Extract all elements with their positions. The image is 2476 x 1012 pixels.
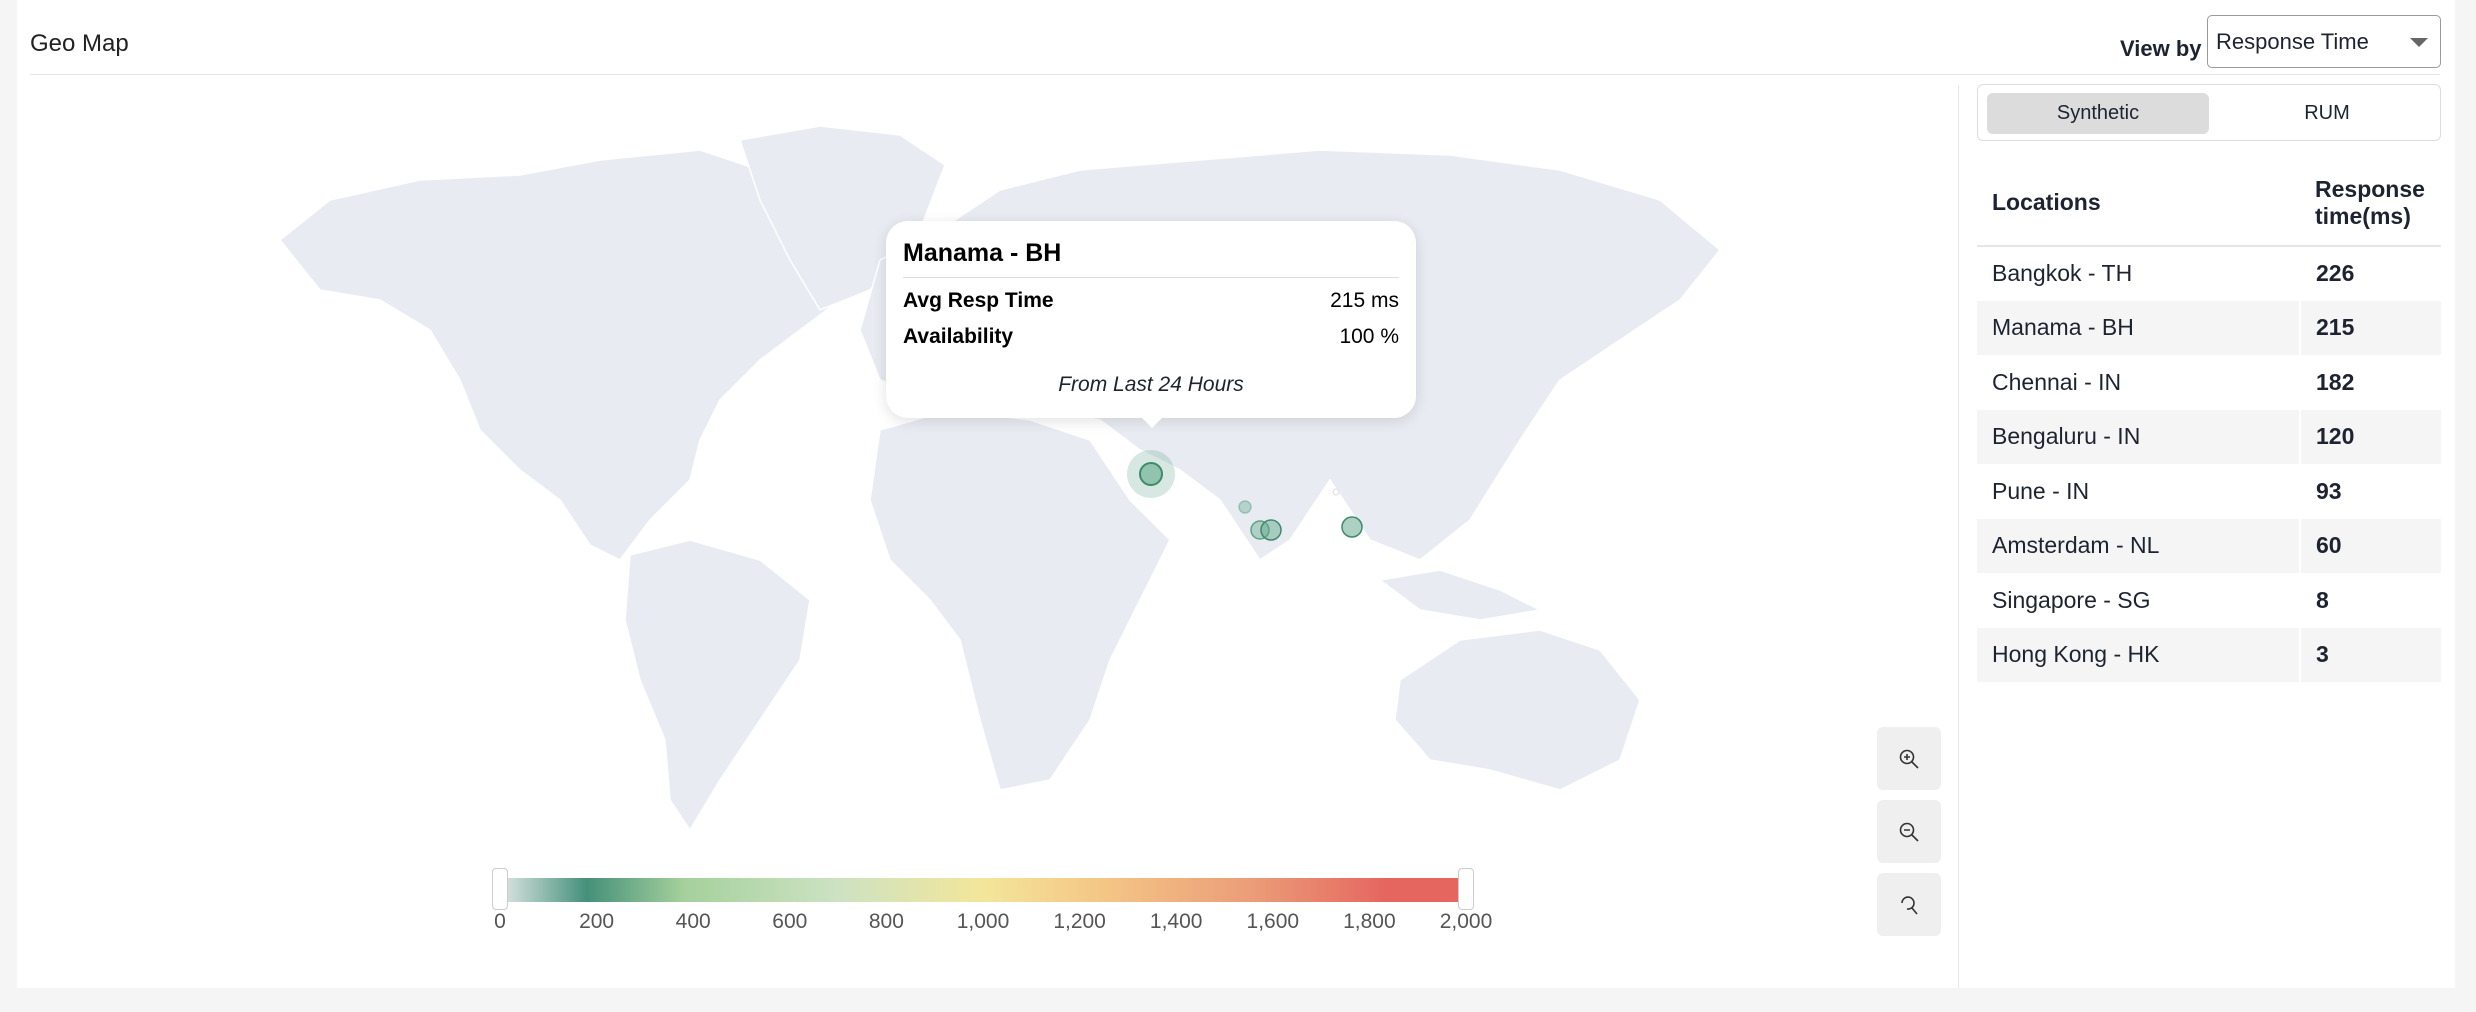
tooltip-title: Manama - BH xyxy=(903,239,1062,267)
legend-tick-label: 1,600 xyxy=(1246,910,1300,933)
color-scale-legend xyxy=(492,868,1474,910)
reset-zoom-button[interactable] xyxy=(1877,873,1941,936)
response-time-value: 8 xyxy=(2299,573,2441,628)
tooltip-value: 100 % xyxy=(1339,325,1399,348)
location-tooltip: Manama - BH Avg Resp Time 215 ms Availabi… xyxy=(886,221,1416,428)
southeast-asia-islands xyxy=(1378,569,1543,621)
table-row[interactable]: Amsterdam - NL 60 xyxy=(1977,518,2441,573)
range-max-handle[interactable] xyxy=(1458,868,1474,910)
caret-down-icon xyxy=(2410,38,2428,47)
marker-manama xyxy=(1139,462,1163,486)
tab-rum[interactable]: RUM xyxy=(2304,102,2350,124)
tooltip-footer: From Last 24 Hours xyxy=(1058,373,1244,396)
location-name: Bangkok - TH xyxy=(1992,260,2133,287)
reset-zoom-icon xyxy=(1901,895,1918,915)
response-time-value: 60 xyxy=(2299,518,2441,573)
range-min-handle[interactable] xyxy=(492,868,508,910)
response-time-value: 93 xyxy=(2299,464,2441,519)
panel-divider xyxy=(1958,85,1959,988)
location-name: Chennai - IN xyxy=(1992,368,2122,395)
color-gradient xyxy=(500,878,1466,902)
markers xyxy=(1127,450,1363,541)
legend-tick-label: 1,400 xyxy=(1149,910,1203,933)
table-row[interactable]: Bangkok - TH 226 xyxy=(1977,246,2441,301)
response-time-value: 120 xyxy=(2299,409,2441,464)
marker-bangkok xyxy=(1341,516,1363,538)
tooltip-divider xyxy=(903,277,1399,278)
response-time-value: 215 xyxy=(2299,300,2441,355)
zoom-out-button[interactable] xyxy=(1877,800,1941,863)
location-name: Singapore - SG xyxy=(1992,586,2151,613)
response-time-value: 3 xyxy=(2299,627,2441,682)
zoom-in-button[interactable] xyxy=(1877,727,1941,790)
location-name: Hong Kong - HK xyxy=(1977,627,2300,682)
table-row[interactable]: Bengaluru - IN 120 xyxy=(1977,409,2441,464)
response-time-value: 182 xyxy=(2299,355,2441,410)
source-toggle: Synthetic RUM xyxy=(1977,84,2441,141)
legend-tick-label: 1,800 xyxy=(1343,910,1396,933)
tooltip-row: Avg Resp Time 215 ms xyxy=(903,289,1399,313)
legend-tick-label: 1,000 xyxy=(956,910,1010,933)
legend-tick-label: 600 xyxy=(772,910,808,933)
world-map[interactable] xyxy=(0,0,1950,990)
location-name: Bengaluru - IN xyxy=(1977,409,2300,464)
location-name: Pune - IN xyxy=(1992,477,2090,504)
response-time-value: 226 xyxy=(2299,246,2441,301)
view-by-dropdown[interactable]: Response Time xyxy=(2207,15,2441,68)
zoom-in-icon xyxy=(1899,749,1919,769)
south-america xyxy=(624,539,811,832)
tooltip-label: Availability xyxy=(903,325,1014,348)
marker-chennai xyxy=(1260,519,1282,541)
tooltip-value: 215 ms xyxy=(1330,289,1399,312)
tooltip-row: Availability 100 % xyxy=(903,325,1399,349)
marker-pune xyxy=(1238,500,1252,514)
view-by-label: View by xyxy=(2120,36,2202,61)
legend-tick-label: 2,000 xyxy=(1439,910,1493,933)
africa xyxy=(869,409,1171,791)
table-row[interactable]: Manama - BH 215 xyxy=(1977,300,2441,355)
view-by-value: Response Time xyxy=(2216,29,2369,54)
location-name: Amsterdam - NL xyxy=(1977,518,2300,573)
legend-tick-label: 200 xyxy=(579,910,615,933)
header-divider xyxy=(30,74,2440,75)
legend-tick-label: 1,200 xyxy=(1053,910,1106,933)
column-header-response-time: Response time(ms) xyxy=(2300,160,2441,247)
zoom-out-icon xyxy=(1899,822,1919,842)
table-row[interactable]: Pune - IN 93 xyxy=(1977,464,2441,519)
australia xyxy=(1394,629,1641,791)
legend-tick-label: 800 xyxy=(868,910,904,933)
page-title: Geo Map xyxy=(30,30,129,57)
tab-synthetic[interactable]: Synthetic xyxy=(1987,93,2209,134)
marker-hong-kong xyxy=(1332,488,1340,496)
tooltip-label: Avg Resp Time xyxy=(903,289,1054,312)
table-row[interactable]: Singapore - SG 8 xyxy=(1977,573,2441,628)
locations-table: Locations Response time(ms) Bangkok - TH 2… xyxy=(1977,160,2441,682)
legend-tick-label: 400 xyxy=(675,910,711,933)
column-header-locations: Locations xyxy=(1977,160,2300,247)
north-america xyxy=(278,149,881,561)
marker-bengaluru xyxy=(1250,520,1270,540)
location-name: Manama - BH xyxy=(1977,300,2300,355)
table-row[interactable]: Hong Kong - HK 3 xyxy=(1977,627,2441,682)
legend-tick-label: 0 xyxy=(494,910,506,933)
table-row[interactable]: Chennai - IN 182 xyxy=(1977,355,2441,410)
